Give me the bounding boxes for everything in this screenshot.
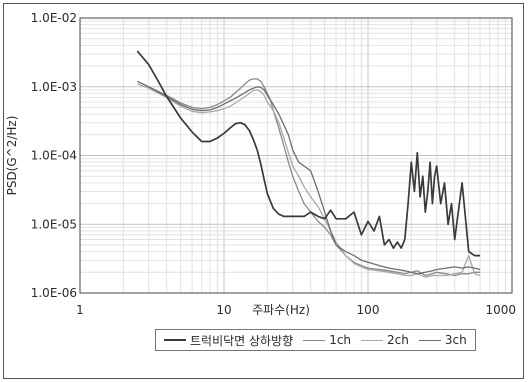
- legend-swatch: [164, 339, 186, 341]
- legend-label: 1ch: [329, 333, 352, 347]
- legend-swatch: [418, 339, 441, 341]
- x-axis: 1 10 100 1000: [76, 303, 516, 317]
- series-line-truck-floor-vertical: [136, 50, 481, 257]
- y-tick-label: 1.0E-04: [31, 149, 77, 163]
- legend-swatch: [303, 339, 326, 341]
- x-axis-label: 주파수(Hz): [252, 303, 310, 317]
- series-line-2ch: [137, 83, 481, 278]
- y-axis-label: PSD(G^2/Hz): [5, 116, 19, 196]
- x-tick-label: 10: [216, 303, 231, 317]
- y-tick-label: 1.0E-06: [31, 286, 77, 300]
- series-line-3ch: [137, 80, 481, 275]
- y-axis: 1.0E-06 1.0E-05 1.0E-04 1.0E-03 1.0E-02: [31, 11, 77, 300]
- x-tick-label: 100: [357, 303, 380, 317]
- legend-item: 트럭비닥면 상하방향: [164, 332, 293, 349]
- legend-item: 3ch: [418, 333, 467, 347]
- y-tick-label: 1.0E-05: [31, 217, 77, 231]
- legend-item: 2ch: [361, 333, 409, 347]
- legend-label: 트럭비닥면 상하방향: [190, 333, 294, 348]
- series-line-1ch: [137, 78, 481, 277]
- plot-area: [79, 17, 513, 294]
- x-tick-label: 1000: [485, 303, 516, 317]
- legend-swatch: [361, 339, 384, 341]
- legend-label: 3ch: [444, 333, 467, 347]
- chart-legend: 트럭비닥면 상하방향 1ch 2ch 3ch: [155, 329, 476, 351]
- legend-label: 2ch: [387, 333, 409, 347]
- legend-item: 1ch: [303, 333, 351, 347]
- y-tick-label: 1.0E-02: [31, 11, 77, 25]
- y-tick-label: 1.0E-03: [31, 80, 77, 94]
- x-tick-label: 1: [76, 303, 84, 317]
- series-group: [136, 50, 481, 278]
